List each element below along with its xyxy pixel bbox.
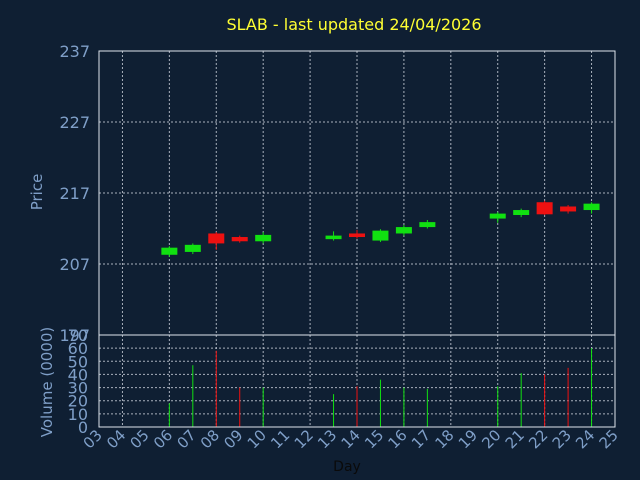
x-tick-label: 18 bbox=[431, 426, 457, 452]
x-tick-label: 22 bbox=[525, 426, 551, 452]
x-tick-label: 09 bbox=[220, 426, 246, 452]
volume-tick-label: 40 bbox=[68, 365, 88, 384]
volume-bars bbox=[168, 348, 593, 427]
x-tick-label: 15 bbox=[361, 426, 387, 452]
price-tick-label: 237 bbox=[59, 42, 90, 61]
candle-body bbox=[560, 206, 577, 212]
price-tick-label: 197 bbox=[59, 326, 90, 345]
x-tick-label: 14 bbox=[338, 426, 364, 452]
candle-body bbox=[489, 213, 506, 219]
volume-panel-frame bbox=[98, 334, 616, 428]
price-y-tick-labels: 197 207 217 227 237 bbox=[59, 42, 90, 345]
x-tick-label: 10 bbox=[244, 426, 270, 452]
x-tick-label: 24 bbox=[572, 426, 598, 452]
x-tick-label: 13 bbox=[314, 426, 340, 452]
x-tick-label: 07 bbox=[173, 426, 199, 452]
volume-tick-label: 20 bbox=[68, 392, 88, 411]
x-tick-label: 08 bbox=[197, 426, 223, 452]
volume-tick-label: 10 bbox=[68, 405, 88, 424]
x-tick-label: 20 bbox=[478, 426, 504, 452]
x-tick-labels: 0304050607080910111213141516171819202122… bbox=[80, 426, 622, 452]
candle-body bbox=[419, 222, 436, 228]
candle-body bbox=[208, 233, 225, 244]
price-tick-label: 227 bbox=[59, 113, 90, 132]
candle-body bbox=[372, 230, 389, 241]
x-tick-label: 25 bbox=[596, 426, 622, 452]
volume-tick-label: 0 bbox=[78, 418, 88, 437]
x-tick-label: 17 bbox=[408, 426, 434, 452]
volume-tick-label: 50 bbox=[68, 352, 88, 371]
candle-body bbox=[349, 233, 365, 238]
candle-body bbox=[184, 244, 201, 252]
chart-title: SLAB - last updated 24/04/2026 bbox=[226, 15, 481, 34]
candle-body bbox=[161, 247, 178, 255]
volume-tick-label: 30 bbox=[68, 379, 88, 398]
volume-tick-label: 70 bbox=[68, 326, 88, 345]
candle-body bbox=[583, 203, 600, 211]
x-axis-label: Day bbox=[333, 459, 361, 475]
x-tick-label: 19 bbox=[455, 426, 481, 452]
candle-body bbox=[513, 210, 530, 216]
candle-body bbox=[395, 227, 412, 234]
x-tick-label: 23 bbox=[549, 426, 575, 452]
price-grid bbox=[99, 50, 615, 336]
volume-tick-label: 60 bbox=[68, 339, 88, 358]
x-tick-label: 21 bbox=[502, 426, 528, 452]
price-candles bbox=[161, 200, 600, 257]
candle-body bbox=[325, 235, 342, 240]
x-tick-label: 12 bbox=[291, 426, 317, 452]
volume-axis-label: Volume (0000) bbox=[38, 327, 56, 437]
price-tick-label: 207 bbox=[59, 255, 90, 274]
x-tick-label: 05 bbox=[127, 426, 153, 452]
candle-body bbox=[231, 237, 248, 242]
x-tick-label: 16 bbox=[385, 426, 411, 452]
x-tick-label: 04 bbox=[103, 426, 129, 452]
candle-body bbox=[255, 234, 272, 242]
price-axis-label: Price bbox=[28, 174, 46, 211]
price-tick-label: 217 bbox=[59, 184, 90, 203]
x-tick-label: 06 bbox=[150, 426, 176, 452]
x-tick-label: 11 bbox=[267, 426, 293, 452]
candle-body bbox=[536, 202, 553, 215]
